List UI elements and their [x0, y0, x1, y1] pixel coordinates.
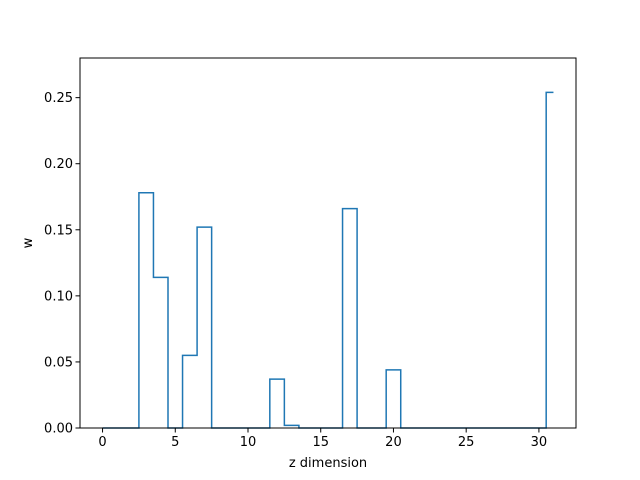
x-tick-label: 10 [240, 435, 257, 450]
plot-background [80, 58, 576, 428]
x-tick-label: 15 [312, 435, 329, 450]
y-tick-label: 0.20 [44, 157, 73, 172]
y-tick-label: 0.15 [44, 223, 73, 238]
y-axis-label: w [21, 237, 36, 248]
y-tick-label: 0.00 [44, 422, 73, 437]
x-axis-label: z dimension [289, 456, 367, 471]
plot-frame [79, 57, 577, 429]
x-tick-label: 25 [458, 435, 475, 450]
x-tick-label: 20 [385, 435, 402, 450]
y-tick-label: 0.10 [44, 289, 73, 304]
x-tick-label: 5 [171, 435, 179, 450]
y-tick-label: 0.25 [44, 91, 73, 106]
x-tick-label: 0 [98, 435, 106, 450]
y-tick-label: 0.05 [44, 355, 73, 370]
x-tick-label: 30 [531, 435, 548, 450]
